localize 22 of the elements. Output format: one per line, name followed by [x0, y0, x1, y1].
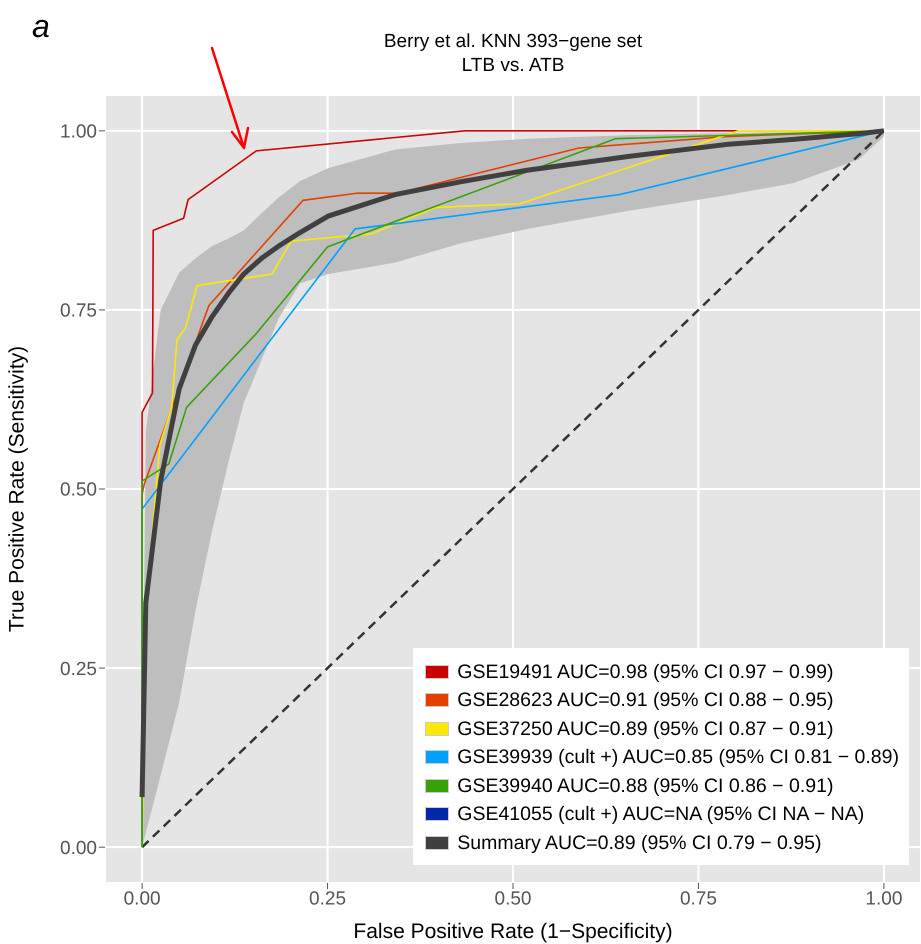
legend-label: GSE41055 (cult +) AUC=NA (95% CI NA − NA): [457, 802, 864, 827]
x-axis-title: False Positive Rate (1−Specificity): [353, 920, 673, 943]
y-axis-title: True Positive Rate (Sensitivity): [5, 346, 28, 632]
y-tick-label: 0.25: [60, 658, 97, 680]
x-tick-label: 0.75: [680, 888, 717, 910]
legend-label: GSE28623 AUC=0.91 (95% CI 0.88 − 0.95): [457, 688, 834, 713]
y-tick-label: 0.00: [60, 838, 97, 859]
y-tick-label: 0.75: [60, 300, 97, 322]
x-tick-label: 0.25: [309, 888, 346, 910]
x-tick-label: 1.00: [865, 888, 902, 910]
legend-label: GSE39939 (cult +) AUC=0.85 (95% CI 0.81 − 0.89): [457, 745, 899, 770]
legend-label: GSE37250 AUC=0.89 (95% CI 0.87 − 0.91): [457, 716, 834, 742]
legend-label: GSE39940 AUC=0.88 (95% CI 0.86 − 0.91): [457, 774, 834, 798]
chart-subtitle: LTB vs. ATB: [460, 54, 566, 78]
legend-label: Summary AUC=0.89 (95% CI 0.79 − 0.95): [457, 830, 822, 856]
chart-title: Berry et al. KNN 393−gene set: [382, 30, 644, 54]
y-tick-label: 0.50: [60, 480, 97, 501]
x-tick-label: 0.00: [124, 888, 161, 910]
y-tick-label: 1.00: [60, 122, 97, 143]
text: a: [32, 8, 50, 45]
legend-label: GSE19491 AUC=0.98 (95% CI 0.97 − 0.99): [457, 660, 834, 684]
x-tick-label: 0.50: [494, 888, 532, 910]
